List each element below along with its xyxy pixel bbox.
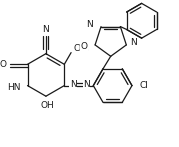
Text: N: N — [87, 20, 93, 29]
Text: OH: OH — [40, 101, 54, 110]
Text: O: O — [0, 60, 7, 69]
Text: N: N — [70, 80, 76, 89]
Text: Cl: Cl — [140, 81, 149, 90]
Text: N: N — [43, 25, 49, 34]
Text: HN: HN — [7, 83, 21, 92]
Text: CH₃: CH₃ — [74, 44, 90, 53]
Text: N: N — [130, 39, 137, 47]
Text: O: O — [80, 42, 87, 51]
Text: N: N — [83, 80, 90, 89]
